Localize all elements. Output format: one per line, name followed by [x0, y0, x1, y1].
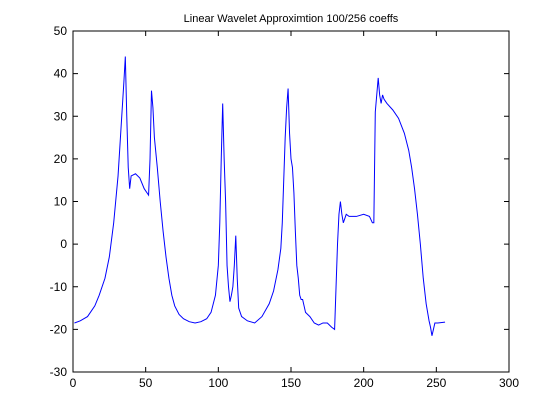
- data-series-line: [74, 56, 446, 336]
- x-tick-label: 100: [208, 376, 228, 390]
- y-tick-label: 50: [54, 24, 68, 38]
- x-tick-label: 0: [70, 376, 77, 390]
- x-tick-label: 200: [354, 376, 374, 390]
- y-tick-label: 0: [60, 237, 67, 251]
- y-tick-label: 20: [54, 152, 68, 166]
- x-tick-label: 50: [139, 376, 153, 390]
- y-tick-label: 30: [54, 109, 68, 123]
- y-tick-label: 40: [54, 67, 68, 81]
- x-tick-label: 250: [426, 376, 446, 390]
- plot-area: [72, 30, 510, 373]
- y-tick-label: 10: [54, 195, 68, 209]
- y-axis: -30 -20 -10 0 10 20 30 40 50: [50, 24, 509, 379]
- x-tick-label: 300: [499, 376, 519, 390]
- y-tick-label: -30: [50, 365, 68, 379]
- x-axis: 0 50 100 150 200 250 300: [70, 31, 519, 390]
- y-tick-label: -10: [50, 280, 68, 294]
- y-tick-label: -20: [50, 322, 68, 336]
- x-tick-label: 150: [281, 376, 301, 390]
- chart-title: Linear Wavelet Approximtion 100/256 coef…: [184, 13, 399, 25]
